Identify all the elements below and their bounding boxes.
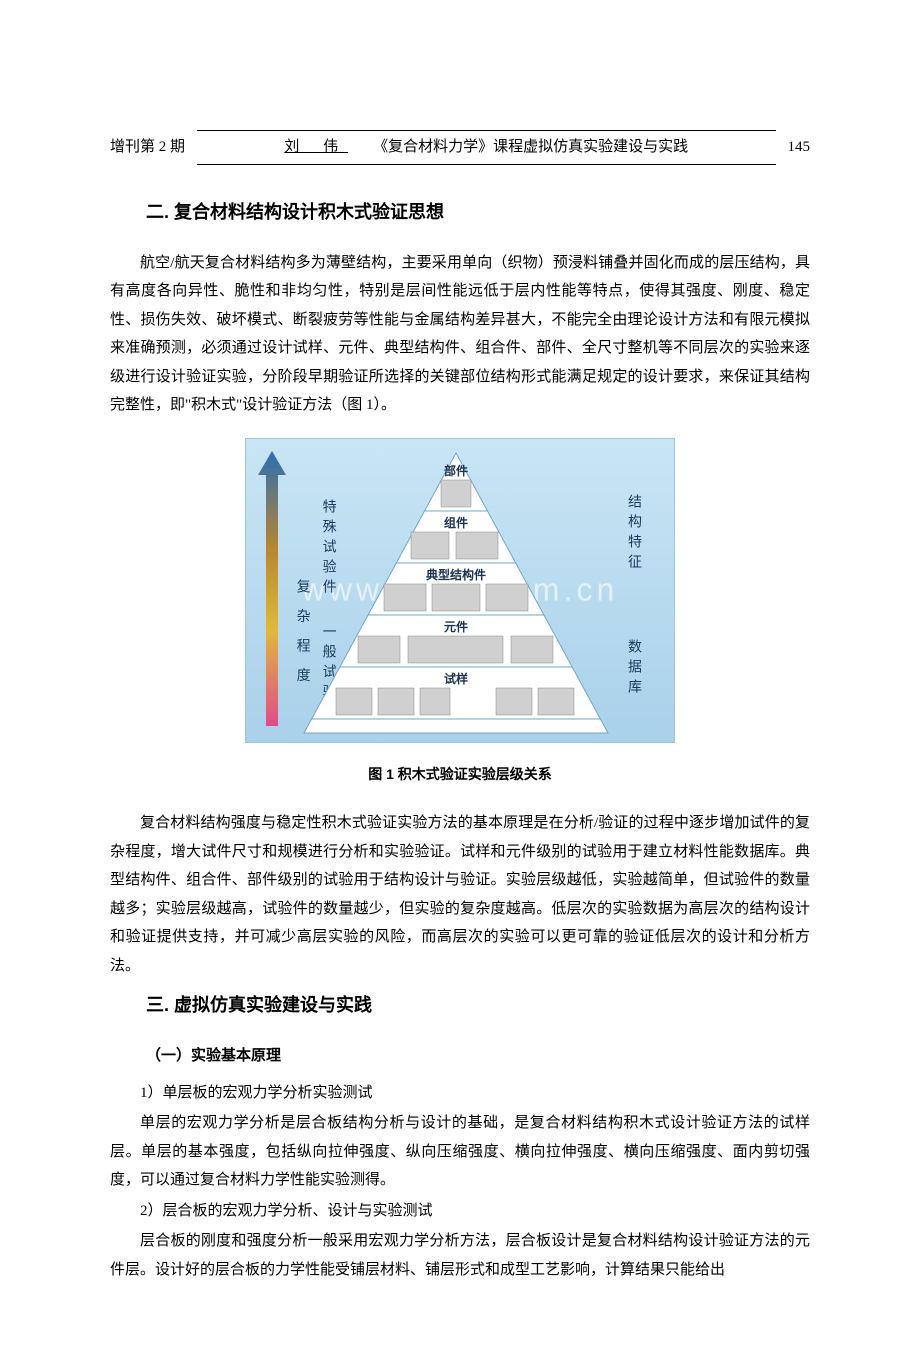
tier-label-3: 元件 (444, 619, 468, 634)
header-center: 刘 伟《复合材料力学》课程虚拟仿真实验建设与实践 (197, 130, 775, 165)
tier-label-1: 组件 (444, 515, 468, 530)
tier-label-0: 部件 (444, 463, 468, 478)
section-2b-para-1: 复合材料结构强度与稳定性积木式验证实验方法的基本原理是在分析/验证的过程中逐步增… (110, 809, 810, 980)
complexity-arrow (258, 451, 286, 724)
arrow-icon (258, 451, 286, 726)
item-2-body: 层合板的刚度和强度分析一般采用宏观力学分析方法，层合板设计是复合材料结构设计验证… (110, 1227, 810, 1284)
header-title: 《复合材料力学》课程虚拟仿真实验建设与实践 (373, 139, 688, 155)
pyramid-svg: 部件 组件 典型结构件 元件 试样 (296, 447, 616, 739)
figure-1-caption: 图 1 积木式验证实验层级关系 (110, 761, 810, 788)
tier-label-4: 试样 (444, 671, 468, 686)
right-label-top: 结构特征 (619, 494, 646, 574)
figure-1: www.zixin.com.cn 复 杂 程 度 特殊试验件 一般试验件 结构特… (110, 438, 810, 743)
section-3-heading: 三. 虚拟仿真实验建设与实践 (146, 988, 810, 1022)
item-1-body: 单层的宏观力学分析是层合板结构分析与设计的基础，是复合材料结构积木式设计验证方法… (110, 1109, 810, 1195)
item-1-title: 1）单层板的宏观力学分析实验测试 (110, 1079, 810, 1108)
item-2-title: 2）层合板的宏观力学分析、设计与实验测试 (110, 1197, 810, 1226)
pyramid-diagram: www.zixin.com.cn 复 杂 程 度 特殊试验件 一般试验件 结构特… (245, 438, 675, 743)
tier-label-2: 典型结构件 (426, 567, 486, 582)
header-author: 刘 伟 (284, 139, 373, 155)
section-3-sub-1: （一）实验基本原理 (146, 1042, 810, 1071)
right-label-bottom: 数据库 (619, 639, 646, 699)
header-page-number: 145 (776, 133, 811, 162)
section-2-para-1: 航空/航天复合材料结构多为薄壁结构，主要采用单向（织物）预浸料铺叠并固化而成的层… (110, 249, 810, 420)
section-2-heading: 二. 复合材料结构设计积木式验证思想 (146, 195, 810, 229)
header-issue: 增刊第 2 期 (110, 133, 197, 162)
running-header: 增刊第 2 期 刘 伟《复合材料力学》课程虚拟仿真实验建设与实践 145 (110, 130, 810, 165)
